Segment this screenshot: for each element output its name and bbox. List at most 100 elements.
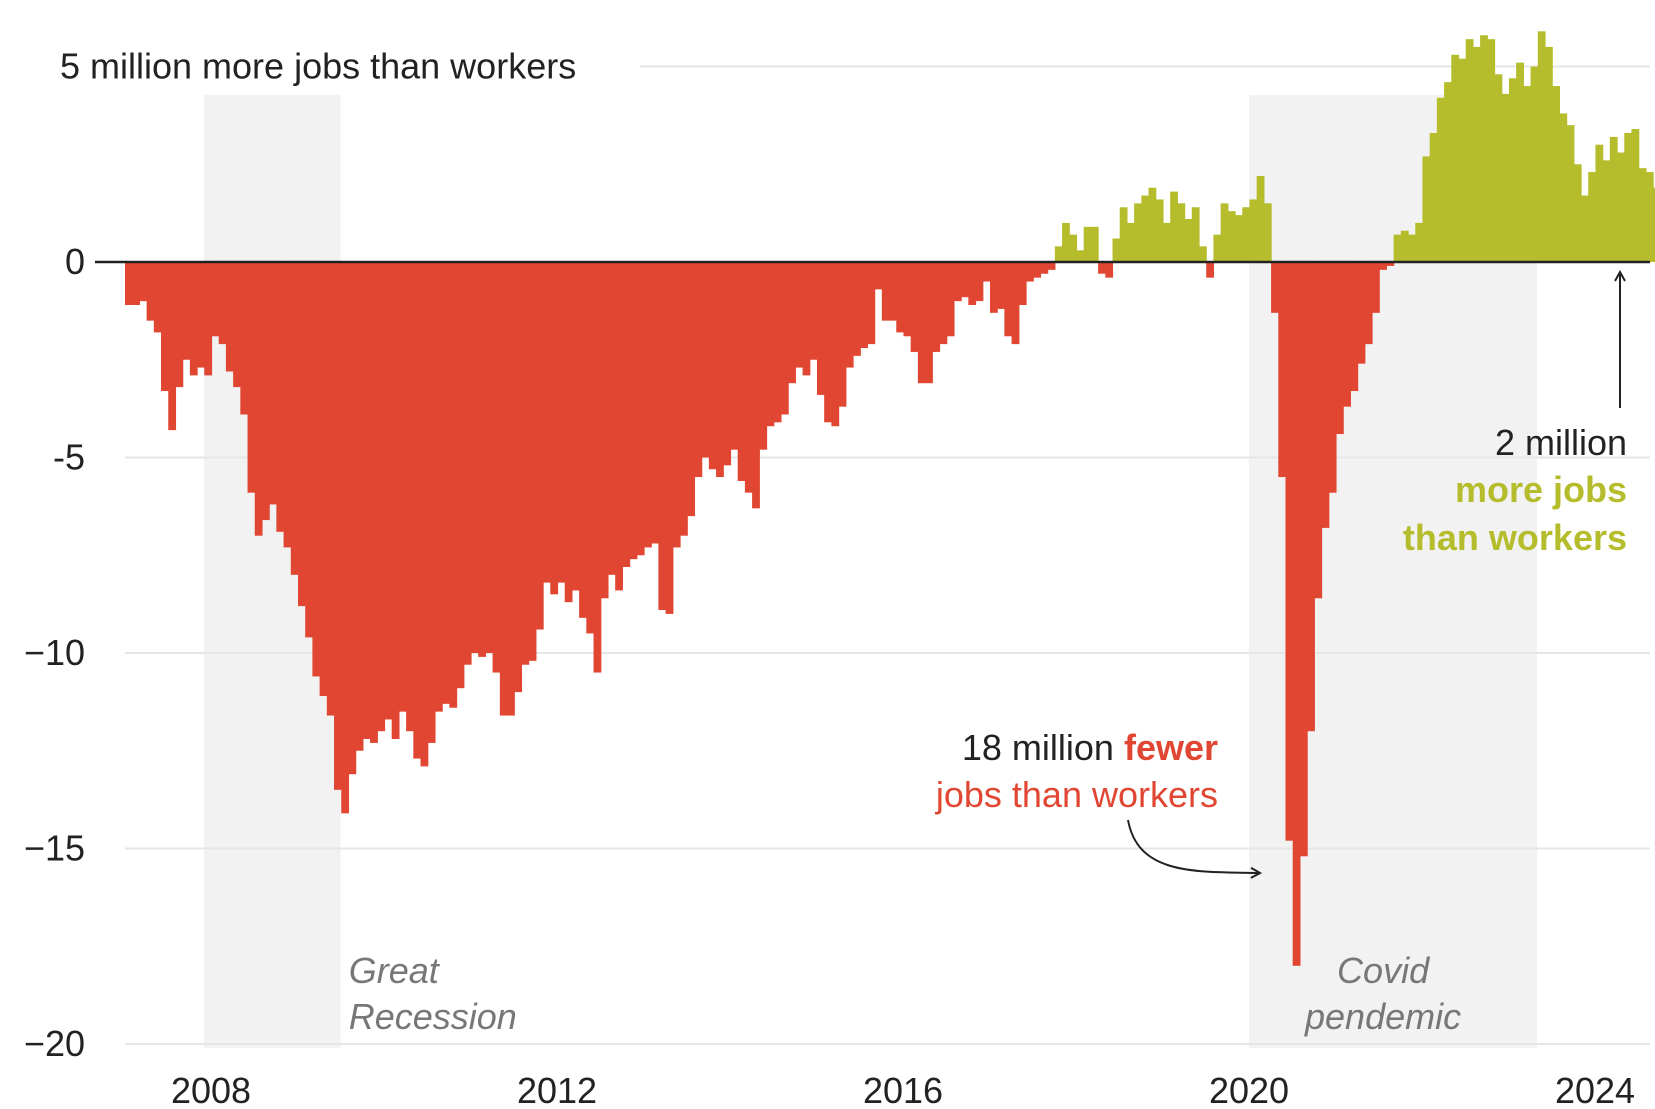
bar-117 — [968, 262, 977, 306]
bar-144 — [1162, 222, 1171, 262]
bar-135 — [1098, 262, 1106, 274]
bar-191 — [1501, 93, 1510, 263]
bar-88 — [759, 262, 768, 450]
bar-167 — [1328, 262, 1337, 493]
bar-118 — [975, 262, 984, 302]
bar-195 — [1530, 66, 1539, 262]
bar-24 — [297, 262, 306, 607]
bar-200 — [1566, 125, 1575, 263]
annotation-latest-line1: 2 million — [1495, 422, 1627, 463]
bar-149 — [1199, 246, 1207, 262]
bar-209 — [1631, 129, 1640, 262]
bar-26 — [312, 262, 321, 677]
bar-181 — [1429, 132, 1438, 262]
bar-64 — [586, 262, 595, 634]
bar-166 — [1321, 262, 1330, 528]
bar-121 — [997, 262, 1005, 309]
bar-148 — [1191, 207, 1200, 262]
bar-108 — [903, 262, 912, 337]
bar-22 — [283, 262, 292, 548]
bar-168 — [1335, 262, 1344, 435]
bar-45 — [449, 262, 458, 708]
bar-30 — [341, 262, 350, 814]
bar-116 — [961, 262, 969, 298]
bar-151 — [1213, 234, 1222, 262]
y-tick-label-0: 5 million more jobs than workers — [60, 46, 576, 87]
bar-86 — [744, 262, 753, 493]
bar-56 — [528, 262, 537, 661]
bar-77 — [680, 262, 688, 536]
bar-33 — [362, 262, 371, 740]
bar-157 — [1256, 175, 1265, 262]
bar-68 — [615, 262, 623, 591]
bar-66 — [600, 262, 609, 599]
bar-169 — [1343, 262, 1351, 407]
bar-4 — [153, 262, 162, 333]
shaded-period-label-0-0: Great — [349, 950, 441, 991]
bar-20 — [269, 262, 277, 505]
bar-87 — [752, 262, 760, 509]
bar-188 — [1480, 35, 1488, 262]
bar-192 — [1508, 78, 1517, 262]
bar-63 — [579, 262, 587, 618]
shaded-period-label-0-1: Recession — [349, 996, 517, 1037]
bar-183 — [1444, 82, 1452, 262]
y-tick-label-5: −20 — [24, 1023, 85, 1064]
bar-96 — [816, 262, 825, 395]
bar-83 — [723, 262, 732, 466]
bar-99 — [838, 262, 847, 407]
bar-9 — [189, 262, 198, 376]
bar-7 — [175, 262, 184, 388]
bar-202 — [1581, 195, 1589, 262]
bar-12 — [211, 262, 220, 337]
bar-14 — [225, 262, 234, 372]
bar-67 — [607, 262, 616, 575]
bar-139 — [1126, 222, 1135, 262]
bar-146 — [1177, 203, 1186, 262]
y-tick-label-bg — [50, 36, 640, 85]
bar-203 — [1588, 172, 1597, 262]
bar-136 — [1105, 262, 1114, 278]
bar-25 — [305, 262, 314, 638]
bar-34 — [370, 262, 378, 743]
bar-210 — [1638, 168, 1647, 262]
bar-62 — [571, 262, 580, 591]
x-tick-label-0: 2008 — [171, 1070, 251, 1109]
bar-112 — [932, 262, 941, 352]
bar-140 — [1134, 203, 1142, 262]
annotation-min: 18 million fewer jobs than workers — [935, 727, 1260, 873]
bar-104 — [874, 262, 883, 290]
bar-46 — [456, 262, 465, 689]
bar-120 — [989, 262, 998, 313]
bar-193 — [1516, 62, 1524, 263]
bar-171 — [1357, 262, 1366, 364]
bar-43 — [434, 262, 443, 712]
bar-11 — [204, 262, 213, 376]
bar-79 — [694, 262, 703, 478]
bar-90 — [773, 262, 782, 423]
bar-206 — [1609, 136, 1618, 262]
bar-0 — [125, 262, 133, 306]
x-tick-label-4: 2024 — [1555, 1070, 1635, 1109]
bar-201 — [1573, 164, 1582, 262]
bar-18 — [254, 262, 263, 536]
bar-164 — [1307, 262, 1315, 732]
bar-190 — [1494, 74, 1503, 262]
annotation-latest-line3: than workers — [1403, 517, 1627, 558]
bar-111 — [925, 262, 933, 384]
bar-23 — [290, 262, 299, 575]
bar-51 — [492, 262, 501, 673]
bar-205 — [1602, 160, 1611, 262]
bar-130 — [1062, 222, 1070, 262]
bar-13 — [218, 262, 227, 345]
bar-175 — [1386, 262, 1395, 266]
bar-100 — [845, 262, 854, 368]
bar-106 — [889, 262, 897, 321]
bar-137 — [1112, 238, 1121, 262]
bar-131 — [1069, 234, 1078, 262]
bar-178 — [1408, 234, 1416, 262]
bar-48 — [470, 262, 479, 653]
bar-138 — [1119, 207, 1128, 262]
bar-185 — [1458, 58, 1467, 263]
x-tick-label-3: 2020 — [1209, 1070, 1289, 1109]
